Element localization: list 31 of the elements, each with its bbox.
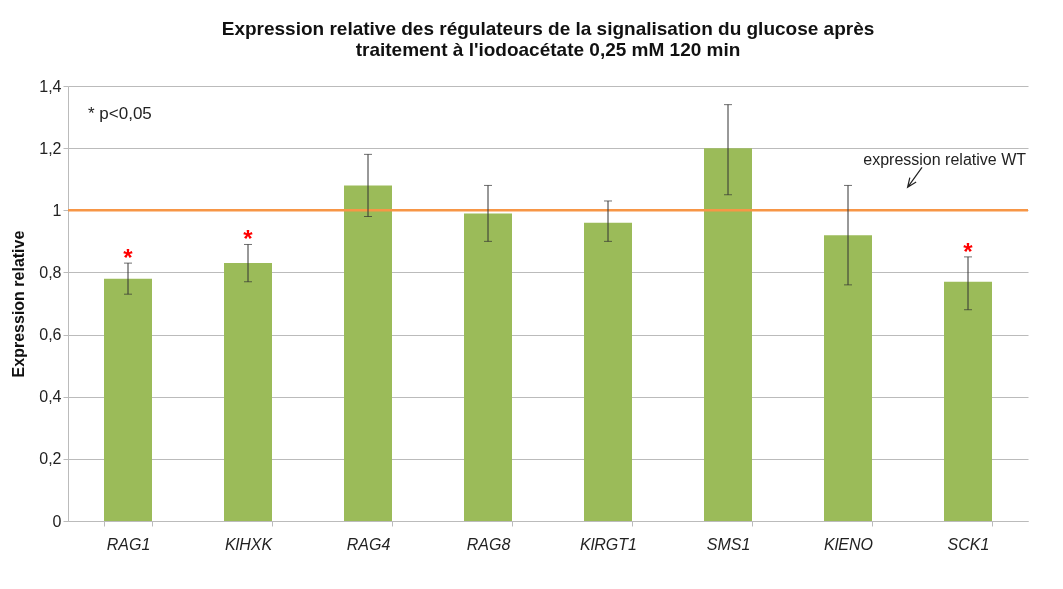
annotation: * p<0,05 <box>88 104 152 123</box>
y-tick-label: 1 <box>52 201 62 219</box>
y-tick-label: 1,2 <box>39 139 62 157</box>
x-tick-label: KlRGT1 <box>580 535 637 553</box>
annotation: * <box>123 244 134 272</box>
chart-title: Expression relative des régulateurs de la signalisation du glucose après traitement à l'iodoacétate 0,25 mM 120 min <box>221 18 875 60</box>
annotation: * <box>243 225 254 253</box>
y-tick-label: 0,6 <box>39 326 62 344</box>
bar <box>944 281 992 521</box>
x-tick-label: SMS1 <box>706 535 751 553</box>
y-tick-label: 1,4 <box>39 77 62 95</box>
bar <box>464 213 512 521</box>
annotation: * <box>963 237 974 265</box>
bar <box>224 263 272 521</box>
y-axis-title: Expression relative <box>10 230 28 378</box>
y-tick-label: 0 <box>52 512 62 530</box>
y-tick-label: 0,4 <box>39 388 62 406</box>
x-tick-label: SCK1 <box>947 535 990 553</box>
x-tick-label: RAG4 <box>346 535 391 553</box>
bar <box>344 185 392 521</box>
bar <box>104 278 152 521</box>
x-tick-label: RAG1 <box>106 535 151 553</box>
ref-line-label: expression relative WT <box>863 151 1027 169</box>
x-tick-label: RAG8 <box>466 535 511 553</box>
bar <box>824 235 872 521</box>
x-tick-label: KlHXK <box>224 535 274 553</box>
bar <box>704 148 752 521</box>
bar <box>584 222 632 521</box>
y-tick-label: 0,2 <box>39 450 62 468</box>
x-tick-label: KlENO <box>824 535 873 553</box>
y-tick-label: 0,8 <box>39 263 62 281</box>
